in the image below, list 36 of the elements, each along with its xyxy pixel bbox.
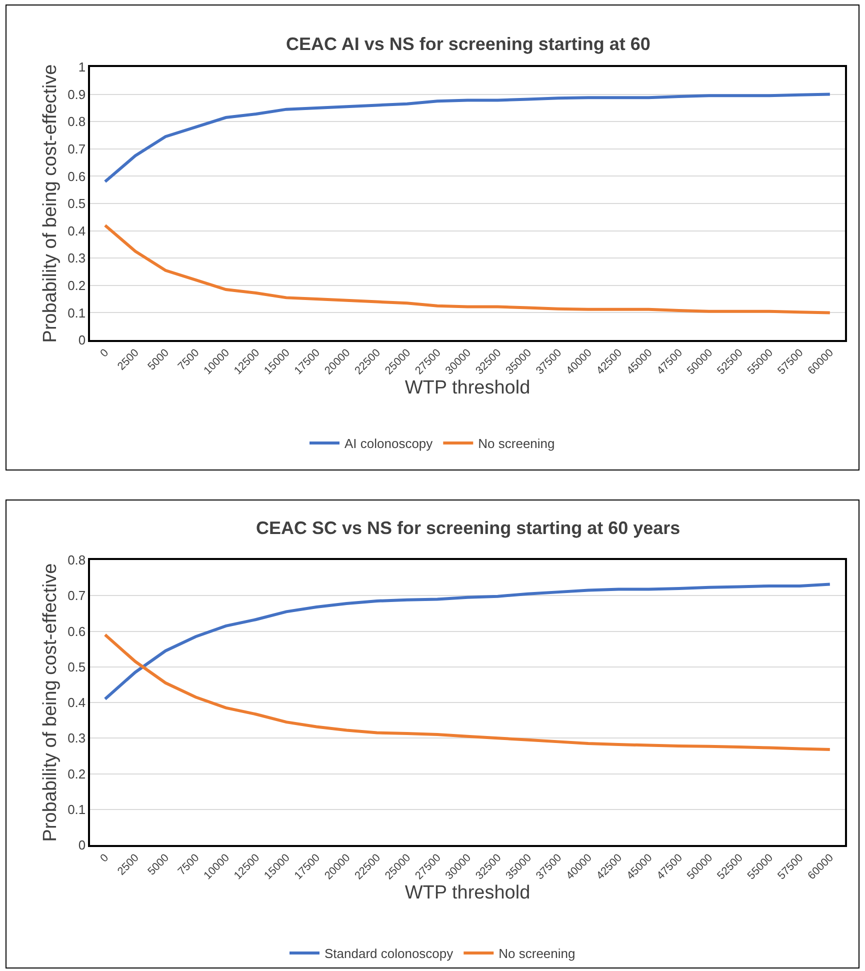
x-axis-title: WTP threshold	[404, 882, 530, 904]
y-tick-label: 0.7	[68, 141, 86, 156]
y-tick-label: 0.2	[68, 766, 86, 782]
y-tick-label: 0.8	[68, 552, 86, 568]
x-axis-title: WTP threshold	[404, 377, 530, 398]
line-series	[104, 92, 832, 184]
chart-title: CEAC SC vs NS for screening starting at 60 years	[256, 518, 680, 538]
y-tick-label: 0.5	[68, 196, 86, 212]
chart-title: CEAC AI vs NS for screening starting at 60	[286, 34, 650, 54]
y-tick-label: 0.1	[68, 802, 86, 817]
y-tick-label: 0.5	[68, 659, 86, 674]
y-tick-label: 0.4	[68, 695, 86, 710]
y-tick-label: 0.7	[68, 588, 86, 604]
y-tick-label: 0	[78, 838, 86, 853]
y-axis-title: Probability of being cost-effective	[40, 64, 61, 343]
y-tick-label: 0	[78, 332, 86, 348]
y-tick-label: 0.8	[68, 114, 86, 130]
y-tick-label: 0.9	[68, 86, 86, 102]
legend-label: No screening	[498, 946, 576, 962]
y-tick-label: 0.6	[68, 624, 86, 639]
line-series	[104, 633, 832, 752]
legend-label: AI colonoscopy	[344, 436, 434, 452]
x-tick-label: 0	[98, 852, 112, 865]
y-tick-label: 0.3	[68, 250, 86, 266]
y-tick-label: 0.4	[68, 223, 86, 238]
legend-label: Standard colonoscopy	[324, 946, 454, 962]
y-tick-label: 0.1	[68, 305, 86, 320]
y-tick-label: 0.2	[68, 278, 86, 293]
y-axis-title: Probability of being cost-effective	[40, 563, 61, 842]
y-tick-label: 0.3	[68, 730, 86, 746]
y-tick-label: 0.6	[68, 168, 86, 184]
legend-label: No screening	[478, 436, 555, 452]
line-series	[104, 582, 832, 700]
line-series	[104, 224, 832, 314]
x-tick-label: 0	[98, 346, 112, 360]
y-tick-label: 1	[78, 60, 86, 75]
